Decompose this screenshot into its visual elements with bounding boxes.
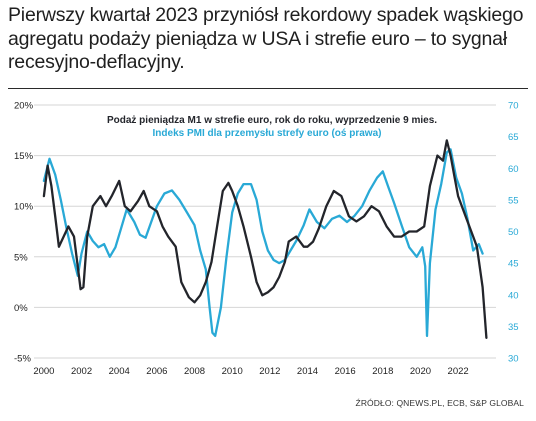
x-tick-label: 2006 bbox=[146, 366, 167, 377]
headline: Pierwszy kwartał 2023 przyniósł rekordow… bbox=[8, 4, 524, 73]
y-right-tick-label: 65 bbox=[508, 132, 519, 143]
y-right-tick-label: 45 bbox=[508, 259, 519, 270]
source-note: ŹRÓDŁO: QNEWS.PL, ECB, S&P GLOBAL bbox=[355, 398, 524, 408]
headline-divider bbox=[8, 88, 528, 89]
y-right-tick-label: 70 bbox=[508, 101, 519, 112]
y-left-tick-label: 5% bbox=[14, 252, 28, 263]
legend-m1: Podaż pieniądza M1 w strefie euro, rok d… bbox=[107, 115, 437, 126]
x-tick-label: 2012 bbox=[259, 366, 280, 377]
x-tick-label: 2016 bbox=[335, 366, 356, 377]
right-axis-ticks: 30 35 40 45 50 55 60 65 70 bbox=[508, 101, 519, 365]
x-tick-label: 2022 bbox=[448, 366, 469, 377]
x-tick-label: 2004 bbox=[109, 366, 130, 377]
series-lines bbox=[42, 139, 488, 339]
x-tick-label: 2010 bbox=[222, 366, 243, 377]
x-axis-ticks: 2000 2002 2004 2006 2008 2010 2012 2014 2016 2018… bbox=[33, 366, 468, 377]
x-tick-label: 2000 bbox=[33, 366, 54, 377]
y-left-tick-label: 15% bbox=[14, 151, 34, 162]
y-left-tick-label: -5% bbox=[14, 354, 31, 365]
y-left-tick-label: 0% bbox=[14, 303, 28, 314]
y-right-tick-label: 50 bbox=[508, 227, 519, 238]
y-right-tick-label: 35 bbox=[508, 322, 519, 333]
y-right-tick-label: 55 bbox=[508, 195, 519, 206]
x-tick-label: 2014 bbox=[297, 366, 318, 377]
series-line-pmi bbox=[42, 148, 484, 338]
y-left-tick-label: 20% bbox=[14, 101, 34, 112]
x-tick-label: 2018 bbox=[372, 366, 393, 377]
line-chart: -5% 0% 5% 10% 15% 20% 30 35 40 45 50 55 60 65 70 2000… bbox=[14, 101, 519, 378]
legend-pmi: Indeks PMI dla przemysłu strefy euro (oś… bbox=[153, 128, 382, 139]
x-tick-label: 2002 bbox=[71, 366, 92, 377]
y-right-tick-label: 40 bbox=[508, 290, 519, 301]
x-tick-label: 2020 bbox=[410, 366, 431, 377]
x-tick-label: 2008 bbox=[184, 366, 205, 377]
y-left-tick-label: 10% bbox=[14, 202, 34, 213]
chart-container: -5% 0% 5% 10% 15% 20% 30 35 40 45 50 55 60 65 70 2000… bbox=[0, 92, 536, 382]
y-right-tick-label: 30 bbox=[508, 354, 519, 365]
left-axis-ticks: -5% 0% 5% 10% 15% 20% bbox=[14, 101, 34, 365]
series-line-m1 bbox=[42, 139, 488, 339]
y-right-tick-label: 60 bbox=[508, 164, 519, 175]
